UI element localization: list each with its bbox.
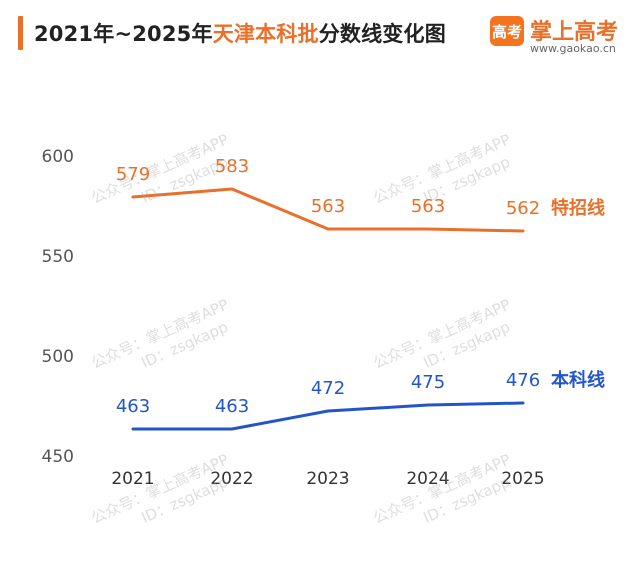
x-tick-label: 2021: [111, 469, 154, 489]
data-label: 463: [215, 396, 249, 417]
series-2: 463 463 472 475 476 本科线: [116, 369, 605, 431]
data-label: 476: [506, 370, 540, 391]
x-tick-label: 2022: [210, 469, 253, 489]
logo-url: www.gaokao.cn: [530, 42, 616, 55]
data-label: 475: [411, 372, 445, 393]
series-line: [131, 401, 525, 431]
data-label: 463: [116, 396, 150, 417]
series-name-label: 本科线: [551, 369, 605, 391]
title-prefix: 2021年~2025年: [34, 22, 213, 46]
y-tick-label: 550: [42, 247, 74, 267]
chart-title: 2021年~2025年天津本科批分数线变化图: [34, 18, 446, 48]
data-label: 563: [411, 196, 445, 217]
title-accent-bar: [18, 16, 23, 50]
series-layer: 579 583 563 563 562 特招线 463 463 472 475 476 本科线: [116, 156, 605, 431]
data-label: 583: [215, 156, 249, 177]
title-highlight: 天津本科批: [212, 22, 319, 46]
y-tick-label: 500: [42, 347, 74, 367]
x-tick-label: 2023: [306, 469, 349, 489]
y-tick-label: 600: [42, 147, 74, 167]
y-axis-ticks: 450 500 550 600: [42, 147, 74, 467]
data-label: 472: [311, 378, 345, 399]
x-tick-label: 2024: [406, 469, 449, 489]
data-label: 579: [116, 164, 150, 185]
series-line: [131, 187, 525, 233]
series-name-label: 特招线: [551, 197, 605, 219]
chart-header: 2021年~2025年天津本科批分数线变化图 高考 掌上高考 www.gaoka…: [0, 0, 640, 66]
x-axis-ticks: 2021 2022 2023 2024 2025: [111, 469, 544, 489]
gaokao-logo: 高考 掌上高考 www.gaokao.cn: [490, 14, 630, 55]
y-tick-label: 450: [42, 447, 74, 467]
data-label: 562: [506, 198, 540, 219]
series-1: 579 583 563 563 562 特招线: [116, 156, 605, 233]
x-tick-label: 2025: [501, 469, 544, 489]
logo-name: 掌上高考: [530, 20, 619, 45]
data-label: 563: [311, 196, 345, 217]
title-suffix: 分数线变化图: [318, 22, 446, 46]
logo-badge-icon: 高考: [490, 16, 524, 46]
